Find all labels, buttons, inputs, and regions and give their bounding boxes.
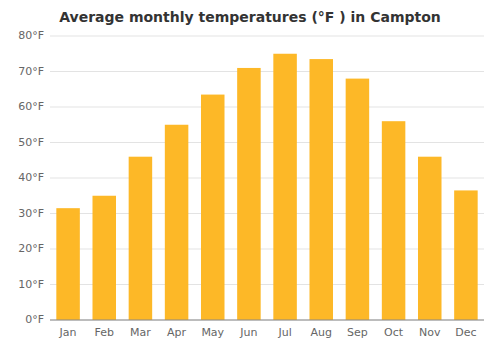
page: {"chart_data": {"type": "bar", "title": … <box>0 0 500 350</box>
y-tick-label: 40°F <box>18 171 44 184</box>
bar <box>92 196 116 320</box>
bar <box>418 157 442 320</box>
bar <box>346 79 370 320</box>
bar <box>165 125 189 320</box>
chart: Average monthly temperatures (°F ) in Ca… <box>0 0 500 350</box>
bars <box>56 54 477 320</box>
x-tick-label: Aug <box>311 326 332 339</box>
background <box>0 0 500 350</box>
grid-line <box>50 71 484 72</box>
x-tick-label: Nov <box>419 326 441 339</box>
y-tick-label: 0°F <box>25 313 44 326</box>
x-tick-label: Jul <box>277 326 291 339</box>
x-tick-label: Mar <box>130 326 151 339</box>
grid-line <box>50 107 484 108</box>
bar <box>129 157 153 320</box>
y-tick-label: 80°F <box>18 29 44 42</box>
x-tick-label: Jun <box>239 326 257 339</box>
grid <box>50 36 484 320</box>
x-tick-label: Dec <box>455 326 476 339</box>
y-tick-label: 60°F <box>18 100 44 113</box>
x-tick-label: Feb <box>95 326 114 339</box>
y-tick-label: 70°F <box>18 65 44 78</box>
title: Average monthly temperatures (°F ) in Ca… <box>59 9 441 25</box>
x-tick-label: Jan <box>59 326 77 339</box>
x-axis-line <box>50 320 484 321</box>
bar <box>273 54 297 320</box>
bar <box>237 68 261 320</box>
x-tick-label: Apr <box>167 326 187 339</box>
bar <box>201 95 225 320</box>
x-tick-label: Oct <box>384 326 404 339</box>
y-tick-label: 30°F <box>18 207 44 220</box>
x-tick-label: Sep <box>347 326 368 339</box>
bar <box>454 190 478 320</box>
bar <box>309 59 333 320</box>
grid-line <box>50 142 484 143</box>
x-tick-label: May <box>201 326 224 339</box>
y-tick-label: 10°F <box>18 278 44 291</box>
bar <box>56 208 80 320</box>
grid-line <box>50 320 484 321</box>
y-tick-label: 20°F <box>18 242 44 255</box>
bar <box>382 121 406 320</box>
grid-line <box>50 36 484 37</box>
y-tick-label: 50°F <box>18 136 44 149</box>
